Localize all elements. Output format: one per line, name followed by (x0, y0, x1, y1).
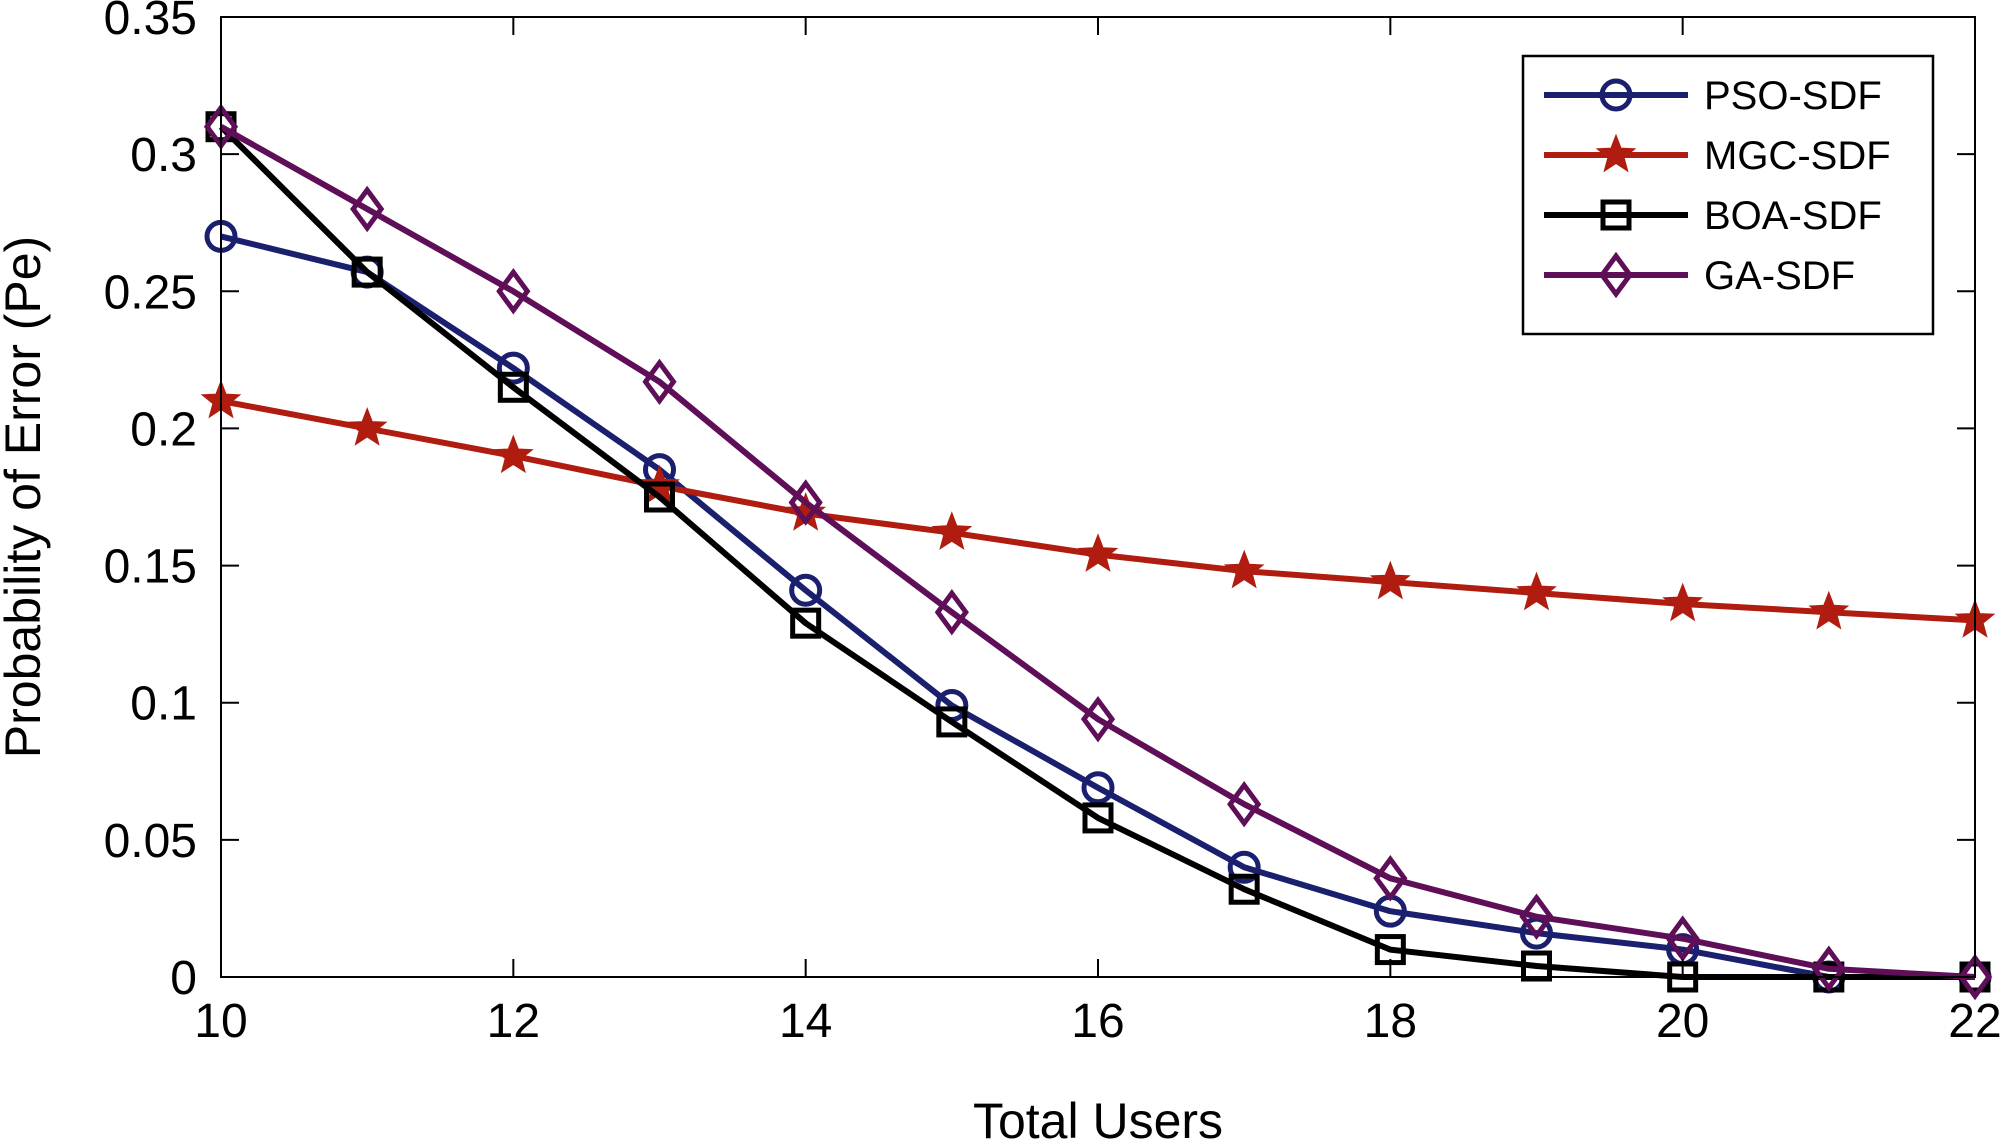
data-point-diamond (1080, 695, 1116, 743)
y-tick-label: 0.35 (104, 0, 197, 45)
y-tick-label: 0.25 (104, 266, 197, 319)
data-point-diamond (1373, 855, 1408, 902)
data-point-square (1228, 873, 1260, 905)
data-point-square (497, 371, 529, 403)
legend-label: MGC-SDF (1704, 134, 1891, 178)
y-tick-label: 0.1 (130, 678, 197, 731)
data-point-circle (496, 351, 530, 385)
y-tick-label: 0.2 (130, 403, 197, 456)
data-point-diamond (642, 358, 677, 406)
data-point-diamond (1519, 893, 1554, 940)
y-axis-label: Probability of Error (Pe) (0, 236, 51, 758)
x-tick-label: 16 (1071, 995, 1124, 1048)
data-point-square (351, 256, 383, 288)
data-point-square (1521, 950, 1552, 982)
series-line (219, 124, 1976, 980)
data-point-star (492, 434, 534, 474)
series-ga-sdf (203, 103, 1993, 1001)
legend-marker-star (1595, 133, 1637, 173)
y-tick-label: 0.3 (130, 129, 197, 182)
legend: PSO-SDF MGC-SDF BOA-SDF GA-SDF (1521, 54, 1935, 336)
x-axis-label: Total Users (973, 1093, 1223, 1142)
x-tick-label: 20 (1656, 995, 1709, 1048)
data-point-diamond (934, 588, 969, 636)
legend-entry: MGC-SDF (1544, 133, 1891, 178)
legend-entry: PSO-SDF (1544, 74, 1882, 118)
data-point-diamond (496, 268, 531, 315)
data-point-star (931, 511, 973, 550)
data-point-square (790, 607, 822, 639)
series-line (220, 233, 1975, 980)
data-point-diamond (1811, 945, 1846, 992)
data-point-star (346, 406, 388, 446)
x-tick-label: 12 (487, 995, 540, 1048)
series-line (220, 398, 1976, 624)
data-point-star (1077, 533, 1119, 572)
legend-label: BOA-SDF (1704, 194, 1882, 238)
legend-marker-square (1600, 199, 1632, 231)
x-tick-label: 10 (194, 995, 247, 1048)
legend-marker-diamond (1598, 251, 1634, 299)
data-point-circle (789, 573, 823, 607)
data-point-diamond (1227, 780, 1262, 828)
y-tick-label: 0 (170, 952, 197, 1005)
x-tick-label: 22 (1948, 995, 2000, 1048)
data-point-circle (1227, 850, 1261, 884)
series-mgc-sdf (200, 379, 1996, 638)
data-point-star (1223, 549, 1265, 589)
data-point-diamond (788, 479, 823, 526)
y-tick-label: 0.05 (104, 815, 197, 868)
x-tick-label: 14 (779, 995, 832, 1048)
legend-label: PSO-SDF (1704, 74, 1882, 118)
legend-box (1521, 54, 1935, 336)
data-point-diamond (1665, 915, 1700, 962)
y-tick-label: 0.15 (104, 541, 197, 594)
legend-marker-circle (1599, 78, 1633, 112)
data-point-diamond (1957, 953, 1993, 1001)
legend-entry: GA-SDF (1544, 251, 1855, 299)
data-point-square (1082, 802, 1114, 834)
data-point-diamond (350, 185, 385, 233)
data-point-star (1808, 590, 1850, 630)
x-tick-label: 18 (1364, 995, 1417, 1048)
legend-label: GA-SDF (1704, 254, 1855, 298)
data-point-star (1369, 560, 1411, 600)
data-point-star (1516, 571, 1557, 611)
data-point-star (1662, 582, 1704, 622)
legend-entry: BOA-SDF (1544, 194, 1882, 238)
data-point-circle (1081, 771, 1115, 805)
data-point-square (936, 706, 968, 738)
data-point-square (644, 481, 675, 513)
